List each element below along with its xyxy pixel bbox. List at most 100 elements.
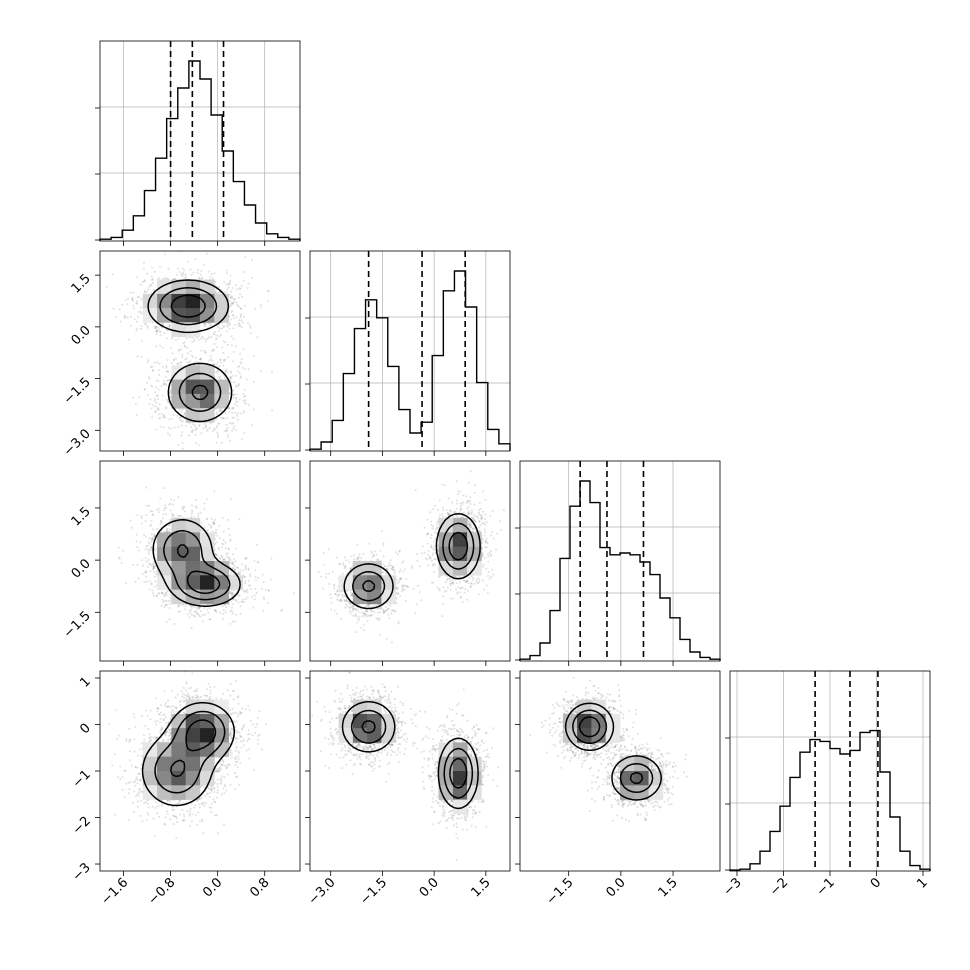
sample-point [175,273,178,276]
sample-point [143,280,146,283]
sample-point [152,563,155,566]
sample-point [243,576,246,579]
sample-point [211,359,214,362]
sample-point [233,317,236,320]
sample-point [143,580,146,583]
sample-point [157,398,159,400]
sample-point [162,509,165,512]
sample-point [248,324,251,327]
sample-point [215,532,218,535]
sample-point [114,315,117,318]
sample-point [179,514,182,517]
sample-point [171,515,174,518]
sample-point [203,508,206,510]
sample-point [250,276,253,279]
sample-point [218,327,221,330]
sample-point [344,564,347,567]
sample-point [147,558,150,561]
sample-point [262,596,265,599]
sample-point [154,325,157,328]
sample-point [215,610,218,613]
sample-point [230,335,233,338]
sample-point [166,379,168,382]
sample-point [221,555,223,558]
sample-point [166,329,169,332]
sample-point [238,398,241,401]
sample-point [126,316,129,319]
sample-point [148,588,151,591]
sample-point [165,366,168,369]
sample-point [235,599,237,602]
sample-point [222,558,225,561]
sample-point [161,598,164,601]
sample-point [152,369,155,372]
sample-point [169,594,172,597]
sample-point [214,291,217,294]
sample-point [205,529,208,532]
sample-point [181,356,184,358]
sample-point [239,352,242,355]
sample-point [179,416,182,419]
sample-point [193,339,196,342]
sample-point [190,605,193,607]
sample-point [156,379,158,382]
sample-point [190,273,193,276]
sample-point [155,332,158,335]
sample-point [203,613,206,616]
sample-point [231,309,234,312]
sample-point [191,429,194,432]
sample-point [150,583,153,586]
sample-point [193,610,196,613]
sample-point [161,365,164,368]
sample-point [245,556,248,559]
sample-point [143,279,146,282]
sample-point [146,272,149,275]
sample-point [213,330,216,333]
sample-point [381,608,384,611]
sample-point [146,565,149,568]
sample-point [196,607,199,610]
sample-point [146,381,149,384]
sample-point [136,296,139,299]
sample-point [233,298,236,301]
sample-point [208,322,211,325]
sample-point [395,578,398,581]
sample-point [227,527,230,530]
sample-point [169,599,172,602]
sample-point [152,535,155,538]
sample-point [233,558,236,561]
sample-point [229,370,232,373]
sample-point [230,311,233,314]
sample-point [183,344,186,347]
sample-point [353,554,356,557]
sample-point [142,261,145,264]
sample-point [209,426,212,429]
sample-point [247,584,250,587]
sample-point [118,557,121,560]
sample-point [399,568,402,571]
sample-point [152,565,155,568]
sample-point [382,612,385,615]
sample-point [218,409,221,412]
sample-point [231,610,234,613]
sample-point [254,575,257,578]
sample-point [249,588,252,591]
sample-point [226,330,228,332]
sample-point [224,603,227,606]
sample-point [249,575,252,578]
sample-point [199,609,202,612]
sample-point [149,570,152,573]
sample-point [240,375,242,378]
sample-point [402,560,405,563]
sample-point [227,324,230,327]
sample-point [147,548,150,551]
sample-point [203,264,205,267]
sample-point [247,321,249,324]
sample-point [214,553,217,556]
sample-point [216,431,219,434]
sample-point [135,533,138,536]
sample-point [173,499,176,502]
sample-point [214,288,217,291]
sample-point [138,396,141,399]
sample-point [246,287,249,289]
